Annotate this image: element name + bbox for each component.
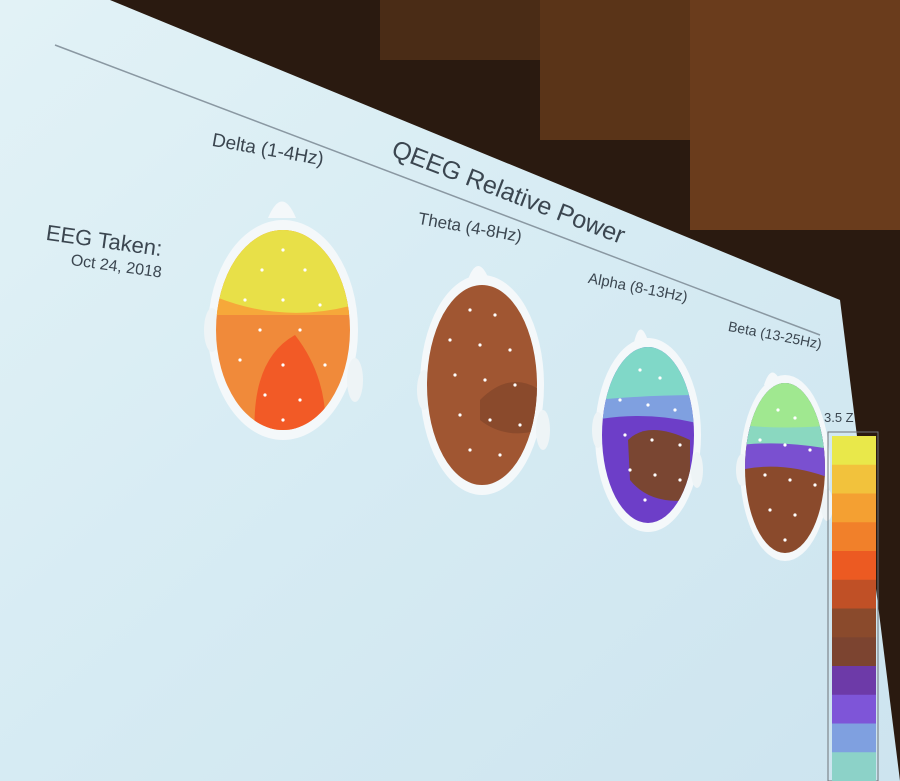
- nose-shape: [467, 266, 490, 282]
- scale-segment: [832, 464, 876, 494]
- electrode-dot: [793, 416, 797, 420]
- scale-segment: [832, 436, 876, 466]
- electrode-dot: [298, 398, 302, 402]
- electrode-dot: [813, 483, 817, 487]
- nose-shape: [764, 372, 782, 385]
- scale-segment: [832, 723, 876, 753]
- beta-map: [736, 372, 833, 561]
- scale-segment: [832, 551, 876, 581]
- electrode-dot: [458, 413, 462, 417]
- electrode-dot: [493, 313, 497, 317]
- electrode-dot: [513, 383, 517, 387]
- electrode-dot: [298, 328, 302, 332]
- electrode-dot: [263, 393, 267, 397]
- electrode-dot: [488, 418, 492, 422]
- scale-segment: [832, 666, 876, 696]
- electrode-dot: [643, 498, 647, 502]
- electrode-dot: [653, 473, 657, 477]
- ear-right: [347, 358, 363, 402]
- electrode-dot: [618, 398, 622, 402]
- nose-shape: [268, 201, 296, 218]
- electrode-dot: [646, 403, 650, 407]
- curtain-panel: [690, 0, 900, 230]
- ear-right: [821, 489, 833, 521]
- delta-map: [204, 201, 363, 440]
- ear-left: [204, 308, 220, 352]
- electrode-dot: [793, 513, 797, 517]
- electrode-dot: [788, 478, 792, 482]
- electrode-dot: [673, 408, 677, 412]
- electrode-dot: [483, 378, 487, 382]
- electrode-dot: [498, 453, 502, 457]
- electrode-dot: [238, 358, 242, 362]
- ear-left: [592, 412, 604, 448]
- nose-shape: [633, 329, 650, 347]
- electrode-dot: [783, 443, 787, 447]
- electrode-dot: [258, 328, 262, 332]
- ear-left: [736, 454, 748, 486]
- electrode-dot: [650, 438, 654, 442]
- electrode-dot: [808, 448, 812, 452]
- scale-segment: [832, 522, 876, 552]
- scale-segment: [832, 694, 876, 724]
- curtain-panel: [380, 0, 540, 60]
- electrode-dot: [303, 268, 307, 272]
- color-scale-bar: [827, 431, 879, 781]
- electrode-dot: [628, 468, 632, 472]
- scale-segment: [832, 579, 876, 609]
- electrode-dot: [783, 538, 787, 542]
- electrode-dot: [281, 248, 285, 252]
- electrode-dot: [478, 343, 482, 347]
- scale-segment: [832, 493, 876, 523]
- electrode-dot: [281, 298, 285, 302]
- electrode-dot: [776, 408, 780, 412]
- electrode-dot: [323, 363, 327, 367]
- ear-right: [536, 410, 550, 450]
- electrode-dot: [468, 308, 472, 312]
- electrode-dot: [658, 376, 662, 380]
- electrode-dot: [758, 438, 762, 442]
- curtain-panel: [540, 0, 690, 140]
- scale-segment: [832, 752, 876, 781]
- scale-segment: [832, 608, 876, 638]
- alpha-map: [592, 329, 703, 532]
- title-rule: [54, 44, 821, 336]
- scale-segment: [832, 637, 876, 667]
- electrode-dot: [508, 348, 512, 352]
- electrode-dot: [638, 368, 642, 372]
- electrode-dot: [281, 363, 285, 367]
- electrode-dot: [453, 373, 457, 377]
- ear-right: [691, 452, 703, 488]
- electrode-dot: [678, 478, 682, 482]
- electrode-dot: [260, 268, 264, 272]
- electrode-dot: [678, 443, 682, 447]
- electrode-dot: [623, 433, 627, 437]
- electrode-dot: [468, 448, 472, 452]
- electrode-dot: [518, 423, 522, 427]
- theta-map: [417, 266, 550, 495]
- electrode-dot: [243, 298, 247, 302]
- electrode-dot: [281, 418, 285, 422]
- scale-max-label: 3.5 Z: [824, 410, 854, 425]
- electrode-dot: [318, 303, 322, 307]
- electrode-dot: [768, 508, 772, 512]
- electrode-dot: [763, 473, 767, 477]
- electrode-dot: [448, 338, 452, 342]
